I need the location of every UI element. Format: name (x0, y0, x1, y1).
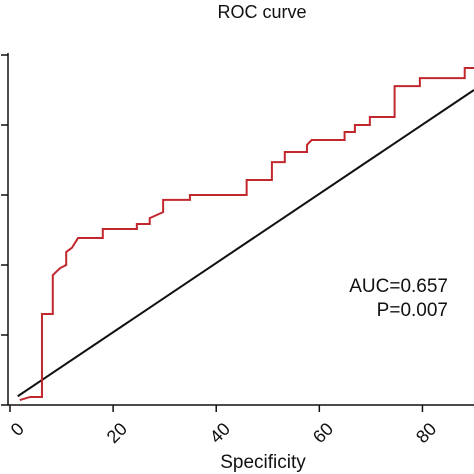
line-series (17, 89, 474, 398)
x-tick-label: 60 (309, 419, 337, 447)
line-series (19, 66, 474, 402)
chart-title: ROC curve (217, 2, 306, 22)
x-tick-label: 80 (412, 419, 440, 447)
x-tick-label: 20 (103, 419, 131, 447)
x-axis-label: Specificity (220, 452, 306, 473)
x-tick-label: 40 (206, 419, 234, 447)
annotation: AUC=0.657 (349, 276, 448, 297)
x-tick-label: 0 (7, 419, 28, 440)
annotation: P=0.007 (377, 300, 448, 321)
